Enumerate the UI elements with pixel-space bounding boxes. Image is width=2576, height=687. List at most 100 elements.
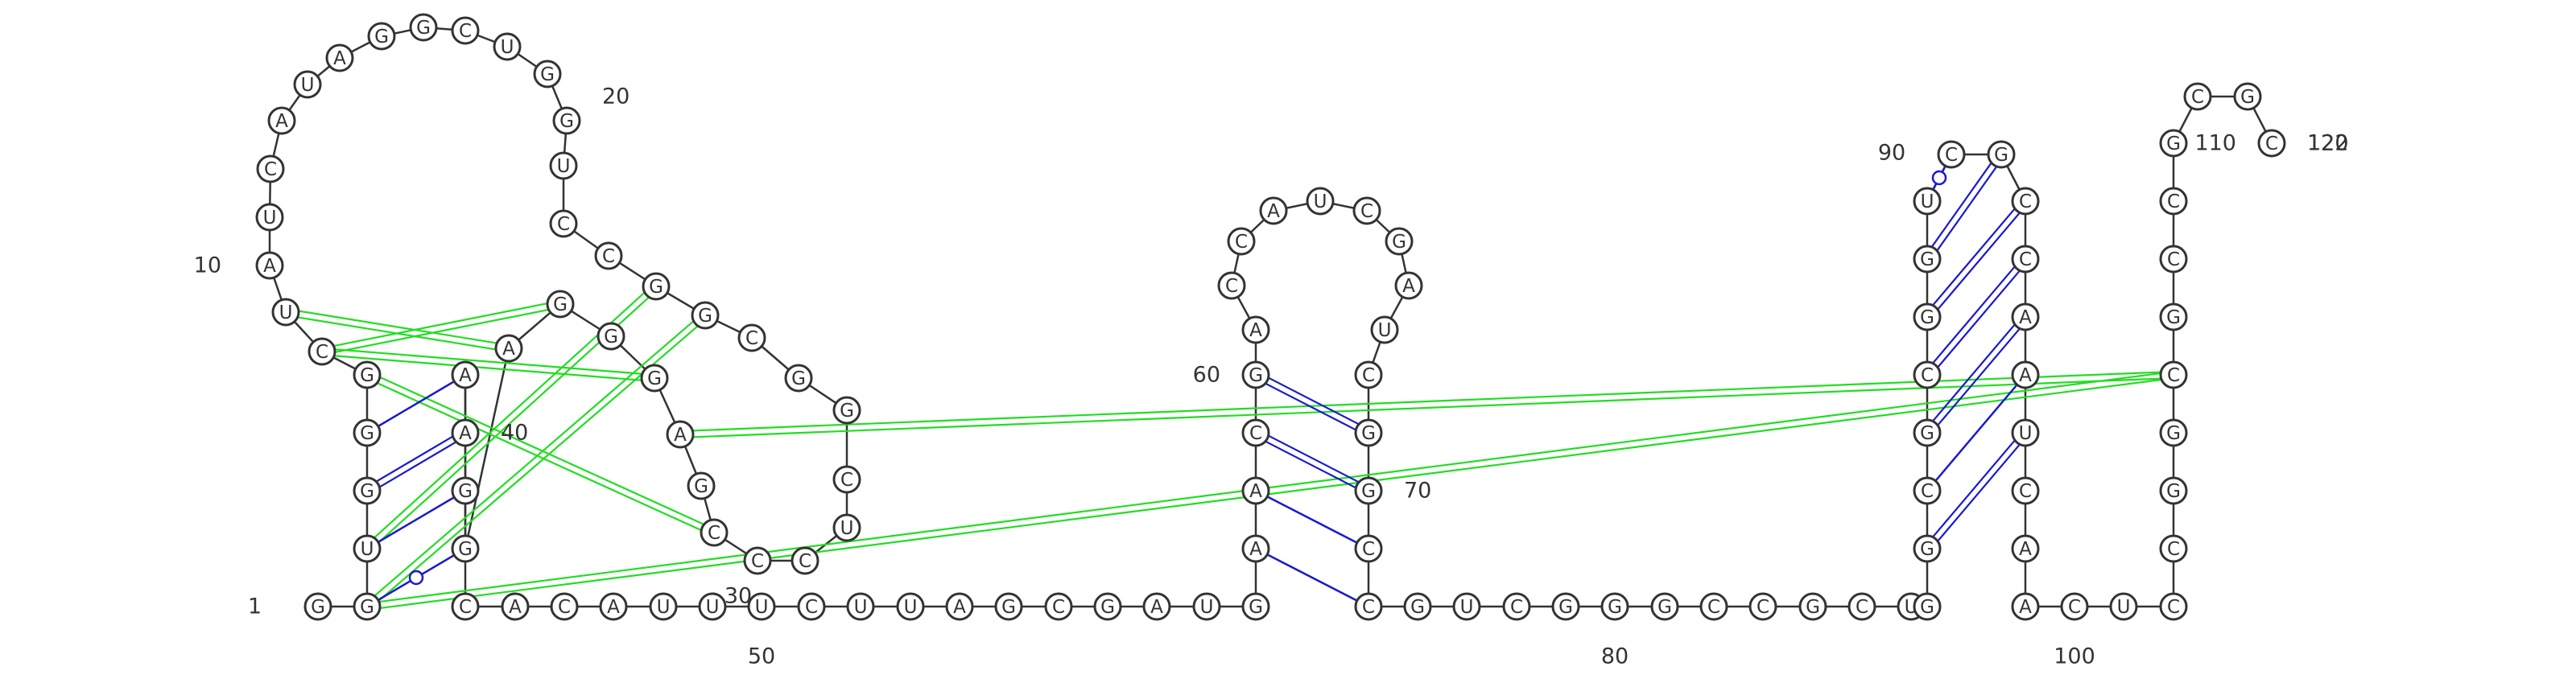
nucleotide-letter: C: [2167, 191, 2180, 212]
nucleotide-letter: G: [1920, 539, 1934, 560]
nucleotide: U: [1306, 187, 1335, 216]
nucleotide-letter: G: [1920, 249, 1934, 270]
nucleotide-letter: C: [2019, 191, 2032, 212]
nucleotide-letter: C: [1052, 597, 1065, 618]
nucleotide: A: [2011, 534, 2040, 563]
nucleotide-letter: A: [502, 339, 515, 360]
nucleotide-letter: C: [840, 470, 853, 491]
nucleotide-letter: G: [1608, 597, 1622, 618]
nucleotide: A: [451, 360, 480, 389]
wobble-pair-marker: [408, 570, 424, 586]
nucleotide: C: [1217, 271, 1246, 300]
nucleotide-letter: C: [751, 551, 764, 572]
nucleotide-letter: G: [649, 277, 663, 298]
nucleotide-letter: U: [755, 597, 769, 618]
base-pair-gc: [1257, 429, 1371, 489]
nucleotide: G: [353, 592, 382, 621]
nucleotide-letter: A: [1249, 539, 1262, 560]
nucleotide-letter: C: [2191, 87, 2204, 108]
nucleotide: G: [1798, 592, 1827, 621]
base-pair-au: [366, 489, 466, 550]
tertiary-link: [322, 306, 561, 356]
nucleotide: C: [797, 592, 826, 621]
position-label: 122: [2307, 131, 2349, 156]
nucleotide-letter: U: [263, 208, 277, 228]
nucleotide: C: [1502, 592, 1531, 621]
nucleotide: C: [2159, 592, 2188, 621]
nucleotide-letter: G: [1920, 597, 1934, 618]
nucleotide: U: [1913, 187, 1942, 216]
nucleotide: C: [2011, 245, 2040, 274]
nucleotide: U: [649, 592, 678, 621]
base-pair-gc: [1923, 152, 2000, 258]
nucleotide: C: [308, 337, 336, 366]
nucleotide: A: [255, 251, 284, 280]
nucleotide-letter: C: [2019, 481, 2032, 502]
nucleotide: G: [409, 13, 438, 42]
nucleotide-letter: G: [1361, 423, 1376, 444]
nucleotide-letter: G: [553, 294, 568, 315]
nucleotide: C: [1241, 418, 1270, 447]
nucleotide-letter: C: [2265, 134, 2278, 154]
tertiary-link: [322, 347, 655, 376]
nucleotide: U: [1192, 592, 1221, 621]
nucleotide: U: [896, 592, 925, 621]
nucleotide-letter: C: [2167, 539, 2180, 560]
nucleotide: G: [552, 106, 581, 135]
nucleotide: G: [597, 322, 625, 351]
nucleotide-letter: G: [559, 111, 574, 132]
nucleotide-letter: G: [360, 597, 374, 618]
nucleotide: U: [293, 70, 322, 99]
nucleotide: U: [1452, 592, 1481, 621]
nucleotide: G: [1913, 418, 1942, 447]
nucleotide: C: [1352, 196, 1381, 225]
nucleotide-letter: G: [1001, 597, 1016, 618]
nucleotide: U: [493, 32, 522, 61]
nucleotide: C: [743, 546, 772, 575]
tertiary-link: [367, 376, 2174, 611]
nucleotide-letter: C: [557, 214, 570, 235]
nucleotide-letter: C: [2167, 365, 2180, 386]
base-pair-gc: [368, 434, 468, 495]
nucleotide: A: [325, 43, 354, 72]
nucleotide-letter: A: [1150, 597, 1163, 618]
nucleotide-letter: C: [2167, 249, 2180, 270]
nucleotide-letter: C: [459, 21, 472, 42]
nucleotide: G: [1093, 592, 1122, 621]
nucleotide-letter: C: [1921, 481, 1934, 502]
nucleotide: A: [1394, 271, 1423, 300]
base-pair-gc: [1924, 430, 2024, 548]
nucleotide: G: [1913, 592, 1942, 621]
nucleotide-letter: G: [1920, 423, 1934, 444]
nucleotide: U: [353, 534, 382, 563]
nucleotide: G: [2233, 82, 2262, 111]
nucleotide: C: [2257, 129, 2286, 158]
nucleotide-letter: G: [1361, 481, 1376, 502]
nucleotide: C: [1937, 140, 1966, 169]
nucleotide: C: [2011, 476, 2040, 505]
nucleotide-letter: C: [799, 551, 811, 572]
nucleotide-letter: A: [459, 365, 472, 386]
nucleotide-letter: U: [501, 37, 514, 58]
base-pair-gc: [1253, 376, 1368, 437]
nucleotide-letter: C: [1856, 597, 1868, 618]
nucleotide-letter: C: [1362, 365, 1375, 386]
nucleotide: A: [599, 592, 628, 621]
nucleotide-letter: U: [1378, 320, 1392, 341]
nucleotide-letter: C: [1225, 276, 1238, 297]
nucleotide: G: [691, 301, 720, 330]
nucleotide-letter: G: [360, 481, 374, 502]
position-label: 120: [2307, 131, 2349, 156]
nucleotide-letter: G: [2166, 134, 2181, 154]
nucleotide-letter: C: [1510, 597, 1523, 618]
nucleotide-letter: U: [706, 597, 720, 618]
nucleotide: G: [1385, 227, 1414, 256]
nucleotide-letter: C: [1360, 201, 1373, 222]
nucleotide: U: [1370, 315, 1399, 344]
nucleotide: G: [687, 471, 716, 500]
nucleotide: G: [1354, 418, 1383, 447]
nucleotide-letter: G: [1806, 597, 1820, 618]
nucleotide: G: [1913, 245, 1942, 274]
